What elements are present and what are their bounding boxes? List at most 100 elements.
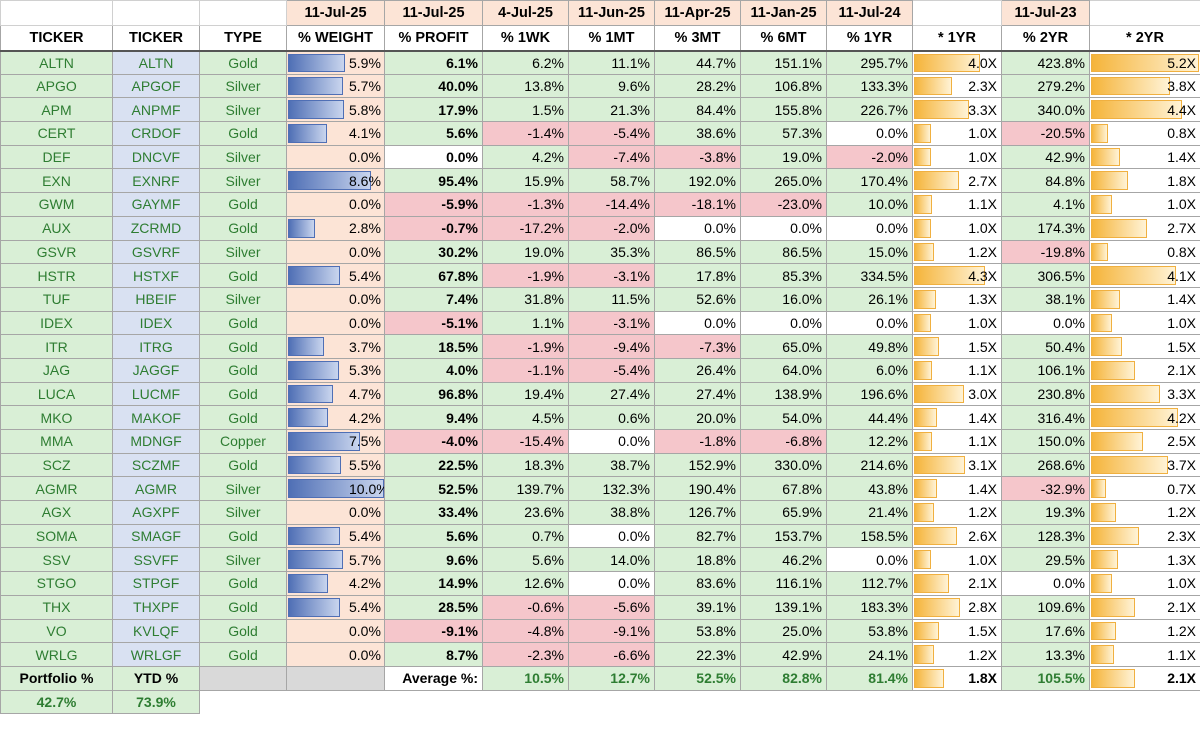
1yr-multiple-cell[interactable]: 3.3X	[912, 97, 1002, 123]
header-profit[interactable]: % PROFIT	[384, 25, 483, 52]
2yr-multiple-cell[interactable]: 1.0X	[1089, 192, 1200, 217]
2yr-multiple-cell[interactable]: 1.4X	[1089, 286, 1200, 312]
2yr-cell[interactable]: 106.1%	[1001, 357, 1090, 383]
otc-ticker-cell[interactable]: APGOF	[112, 73, 200, 99]
1mt-cell[interactable]: 11.1%	[568, 50, 655, 75]
ticker-cell[interactable]: AUX	[0, 215, 113, 241]
1yr-cell[interactable]: 49.8%	[826, 334, 913, 359]
weight-cell[interactable]: 5.5%	[286, 452, 385, 478]
weight-cell[interactable]: 0.0%	[286, 642, 385, 667]
3mt-cell[interactable]: 38.6%	[654, 121, 741, 146]
otc-ticker-cell[interactable]: HBEIF	[112, 286, 200, 312]
2yr-multiple-cell[interactable]: 1.0X	[1089, 310, 1200, 336]
1yr-multiple-cell[interactable]: 2.7X	[912, 168, 1002, 194]
profit-cell[interactable]: 4.0%	[384, 357, 483, 383]
1yr-cell[interactable]: 0.0%	[826, 121, 913, 146]
weight-cell[interactable]: 5.4%	[286, 263, 385, 288]
profit-cell[interactable]: 9.6%	[384, 547, 483, 573]
1mt-cell[interactable]: 0.0%	[568, 571, 655, 596]
1mt-cell[interactable]: 14.0%	[568, 547, 655, 573]
1wk-cell[interactable]: 18.3%	[482, 452, 569, 478]
otc-ticker-cell[interactable]: SMAGF	[112, 523, 200, 549]
6mt-cell[interactable]: 151.1%	[740, 50, 827, 75]
profit-cell[interactable]: 28.5%	[384, 594, 483, 620]
profit-cell[interactable]: 96.8%	[384, 381, 483, 407]
1wk-cell[interactable]: 1.5%	[482, 97, 569, 123]
header-ticker-otc[interactable]: TICKER	[112, 25, 200, 52]
otc-ticker-cell[interactable]: AGXPF	[112, 500, 200, 525]
otc-ticker-cell[interactable]: CRDOF	[112, 121, 200, 146]
2yr-multiple-cell[interactable]: 4.1X	[1089, 263, 1200, 288]
6mt-cell[interactable]: 139.1%	[740, 594, 827, 620]
1mt-cell[interactable]: -7.4%	[568, 144, 655, 170]
1yr-multiple-cell[interactable]: 2.1X	[912, 571, 1002, 596]
1mt-cell[interactable]: -9.4%	[568, 334, 655, 359]
empty-cell[interactable]	[740, 690, 827, 714]
3mt-cell[interactable]: -18.1%	[654, 192, 741, 217]
type-cell[interactable]: Gold	[199, 192, 287, 217]
1mt-cell[interactable]: 0.0%	[568, 429, 655, 454]
3mt-cell[interactable]: 152.9%	[654, 452, 741, 478]
2yr-cell[interactable]: 0.0%	[1001, 310, 1090, 336]
6mt-cell[interactable]: -6.8%	[740, 429, 827, 454]
2yr-cell[interactable]: -32.9%	[1001, 476, 1090, 502]
6mt-cell[interactable]: 57.3%	[740, 121, 827, 146]
1wk-cell[interactable]: 0.7%	[482, 523, 569, 549]
1yr-multiple-cell[interactable]: 1.2X	[912, 239, 1002, 265]
1wk-cell[interactable]: 13.8%	[482, 73, 569, 99]
1yr-cell[interactable]: 53.8%	[826, 618, 913, 644]
type-cell[interactable]: Gold	[199, 334, 287, 359]
2yr-cell[interactable]: 150.0%	[1001, 429, 1090, 454]
2yr-multiple-cell[interactable]: 1.5X	[1089, 334, 1200, 359]
type-cell[interactable]: Silver	[199, 73, 287, 99]
3mt-cell[interactable]: 86.5%	[654, 239, 741, 265]
average-1yr-multiple-cell[interactable]: 1.8X	[912, 665, 1002, 691]
ticker-cell[interactable]: SCZ	[0, 452, 113, 478]
2yr-cell[interactable]: 17.6%	[1001, 618, 1090, 644]
2yr-multiple-cell[interactable]: 5.2X	[1089, 50, 1200, 75]
average-wk-cell[interactable]: 10.5%	[482, 665, 569, 691]
2yr-multiple-cell[interactable]: 1.3X	[1089, 547, 1200, 573]
profit-cell[interactable]: -0.7%	[384, 215, 483, 241]
3mt-cell[interactable]: 83.6%	[654, 571, 741, 596]
1wk-cell[interactable]: 6.2%	[482, 50, 569, 75]
1wk-cell[interactable]: -0.6%	[482, 594, 569, 620]
2yr-cell[interactable]: 316.4%	[1001, 405, 1090, 430]
2yr-cell[interactable]: 0.0%	[1001, 571, 1090, 596]
profit-cell[interactable]: -5.1%	[384, 310, 483, 336]
3mt-cell[interactable]: 39.1%	[654, 594, 741, 620]
3mt-cell[interactable]: 53.8%	[654, 618, 741, 644]
portfolio-label[interactable]: Portfolio %	[0, 665, 113, 691]
6mt-cell[interactable]: 153.7%	[740, 523, 827, 549]
2yr-cell[interactable]: 13.3%	[1001, 642, 1090, 667]
2yr-multiple-cell[interactable]: 2.1X	[1089, 594, 1200, 620]
ticker-cell[interactable]: SOMA	[0, 523, 113, 549]
2yr-multiple-cell[interactable]: 2.3X	[1089, 523, 1200, 549]
otc-ticker-cell[interactable]: WRLGF	[112, 642, 200, 667]
1yr-cell[interactable]: 43.8%	[826, 476, 913, 502]
type-cell[interactable]: Gold	[199, 571, 287, 596]
weight-cell[interactable]: 0.0%	[286, 618, 385, 644]
weight-cell[interactable]: 0.0%	[286, 500, 385, 525]
weight-cell[interactable]: 4.1%	[286, 121, 385, 146]
header-1yr-multiple[interactable]: * 1YR	[912, 25, 1002, 52]
otc-ticker-cell[interactable]: EXNRF	[112, 168, 200, 194]
type-cell[interactable]: Silver	[199, 239, 287, 265]
2yr-cell[interactable]: 423.8%	[1001, 50, 1090, 75]
profit-cell[interactable]: -9.1%	[384, 618, 483, 644]
otc-ticker-cell[interactable]: ALTN	[112, 50, 200, 75]
6mt-cell[interactable]: 65.9%	[740, 500, 827, 525]
profit-cell[interactable]: 5.6%	[384, 523, 483, 549]
1wk-cell[interactable]: 4.5%	[482, 405, 569, 430]
type-cell[interactable]: Gold	[199, 452, 287, 478]
1yr-multiple-cell[interactable]: 2.8X	[912, 594, 1002, 620]
1yr-cell[interactable]: 295.7%	[826, 50, 913, 75]
6mt-cell[interactable]: 25.0%	[740, 618, 827, 644]
2yr-cell[interactable]: 19.3%	[1001, 500, 1090, 525]
profit-cell[interactable]: 17.9%	[384, 97, 483, 123]
1mt-cell[interactable]: -3.1%	[568, 263, 655, 288]
1wk-cell[interactable]: 5.6%	[482, 547, 569, 573]
1yr-multiple-cell[interactable]: 1.0X	[912, 144, 1002, 170]
empty-cell[interactable]	[1001, 690, 1090, 714]
weight-cell[interactable]: 3.7%	[286, 334, 385, 359]
